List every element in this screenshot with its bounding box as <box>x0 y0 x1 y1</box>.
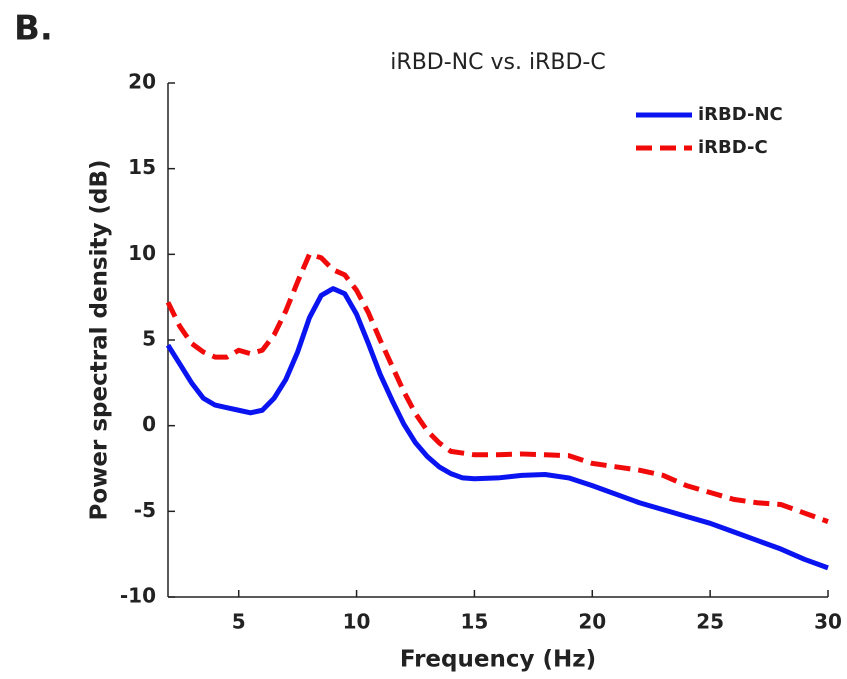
panel-label: B. <box>14 9 53 49</box>
y-tick-label: 0 <box>142 412 156 436</box>
x-tick-label: 5 <box>232 610 246 634</box>
y-axis-label: Power spectral density (dB) <box>87 159 113 520</box>
y-tick-label: -5 <box>134 498 156 522</box>
x-tick-label: 15 <box>461 610 489 634</box>
x-tick-label: 25 <box>696 610 724 634</box>
y-tick-label: 20 <box>128 70 156 94</box>
x-tick-label: 10 <box>343 610 371 634</box>
y-tick-label: 5 <box>142 327 156 351</box>
x-tick-label: 20 <box>578 610 606 634</box>
legend-label: iRBD-NC <box>698 104 783 125</box>
x-tick-label: 30 <box>814 610 842 634</box>
series-line <box>165 251 829 524</box>
series-line <box>165 286 829 571</box>
chart-title: iRBD-NC vs. iRBD-C <box>390 50 605 75</box>
y-tick-label: 10 <box>128 241 156 265</box>
y-tick-label: 15 <box>128 155 156 179</box>
legend-label: iRBD-C <box>698 137 768 158</box>
x-axis-label: Frequency (Hz) <box>400 647 596 673</box>
y-tick-label: -10 <box>120 584 156 608</box>
